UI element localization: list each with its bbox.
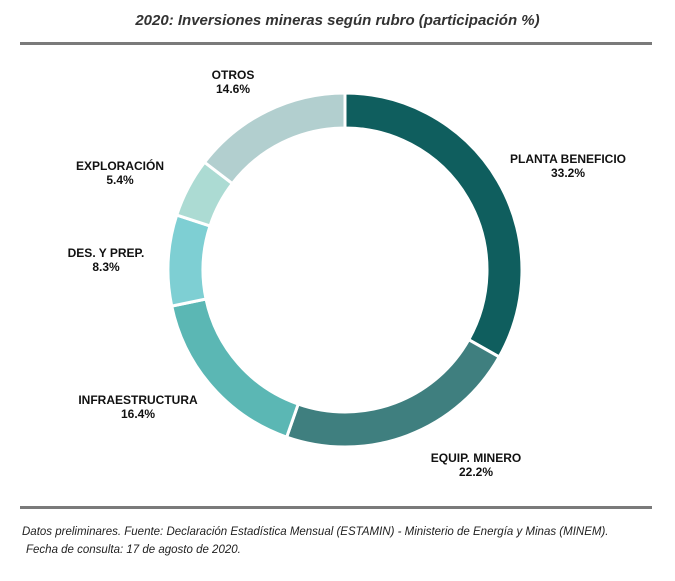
slice-value-label: 16.4%: [121, 407, 155, 421]
top-divider: [20, 42, 652, 45]
slice-value-label: 8.3%: [92, 260, 120, 274]
chart-title: 2020: Inversiones mineras según rubro (p…: [135, 12, 540, 29]
slice-equip-minero: [284, 337, 502, 449]
slice-value-label: 33.2%: [551, 166, 585, 180]
slice-category-label: PLANTA BENEFICIO: [510, 152, 626, 166]
slice-category-label: EQUIP. MINERO: [431, 451, 521, 465]
donut-slices: [166, 91, 524, 449]
slice-value-label: 5.4%: [106, 173, 134, 187]
slice-des-y-prep: [166, 213, 212, 308]
bottom-divider: [20, 506, 652, 509]
slice-value-label: 14.6%: [216, 82, 250, 96]
slice-otros: [202, 91, 347, 186]
consult-date-line: Fecha de consulta: 17 de agosto de 2020.: [26, 544, 241, 556]
slice-planta-beneficio: [343, 91, 524, 359]
slice-category-label: OTROS: [212, 68, 255, 82]
slice-category-label: EXPLORACIÓN: [76, 158, 164, 173]
source-note: Datos preliminares. Fuente: Declaración …: [22, 523, 662, 559]
slice-value-label: 22.2%: [459, 465, 493, 479]
slice-category-label: DES. Y PREP.: [68, 246, 145, 260]
slice-category-label: INFRAESTRUCTURA: [78, 393, 198, 407]
slice-infraestructura: [169, 297, 301, 440]
source-line: Datos preliminares. Fuente: Declaración …: [22, 526, 609, 538]
